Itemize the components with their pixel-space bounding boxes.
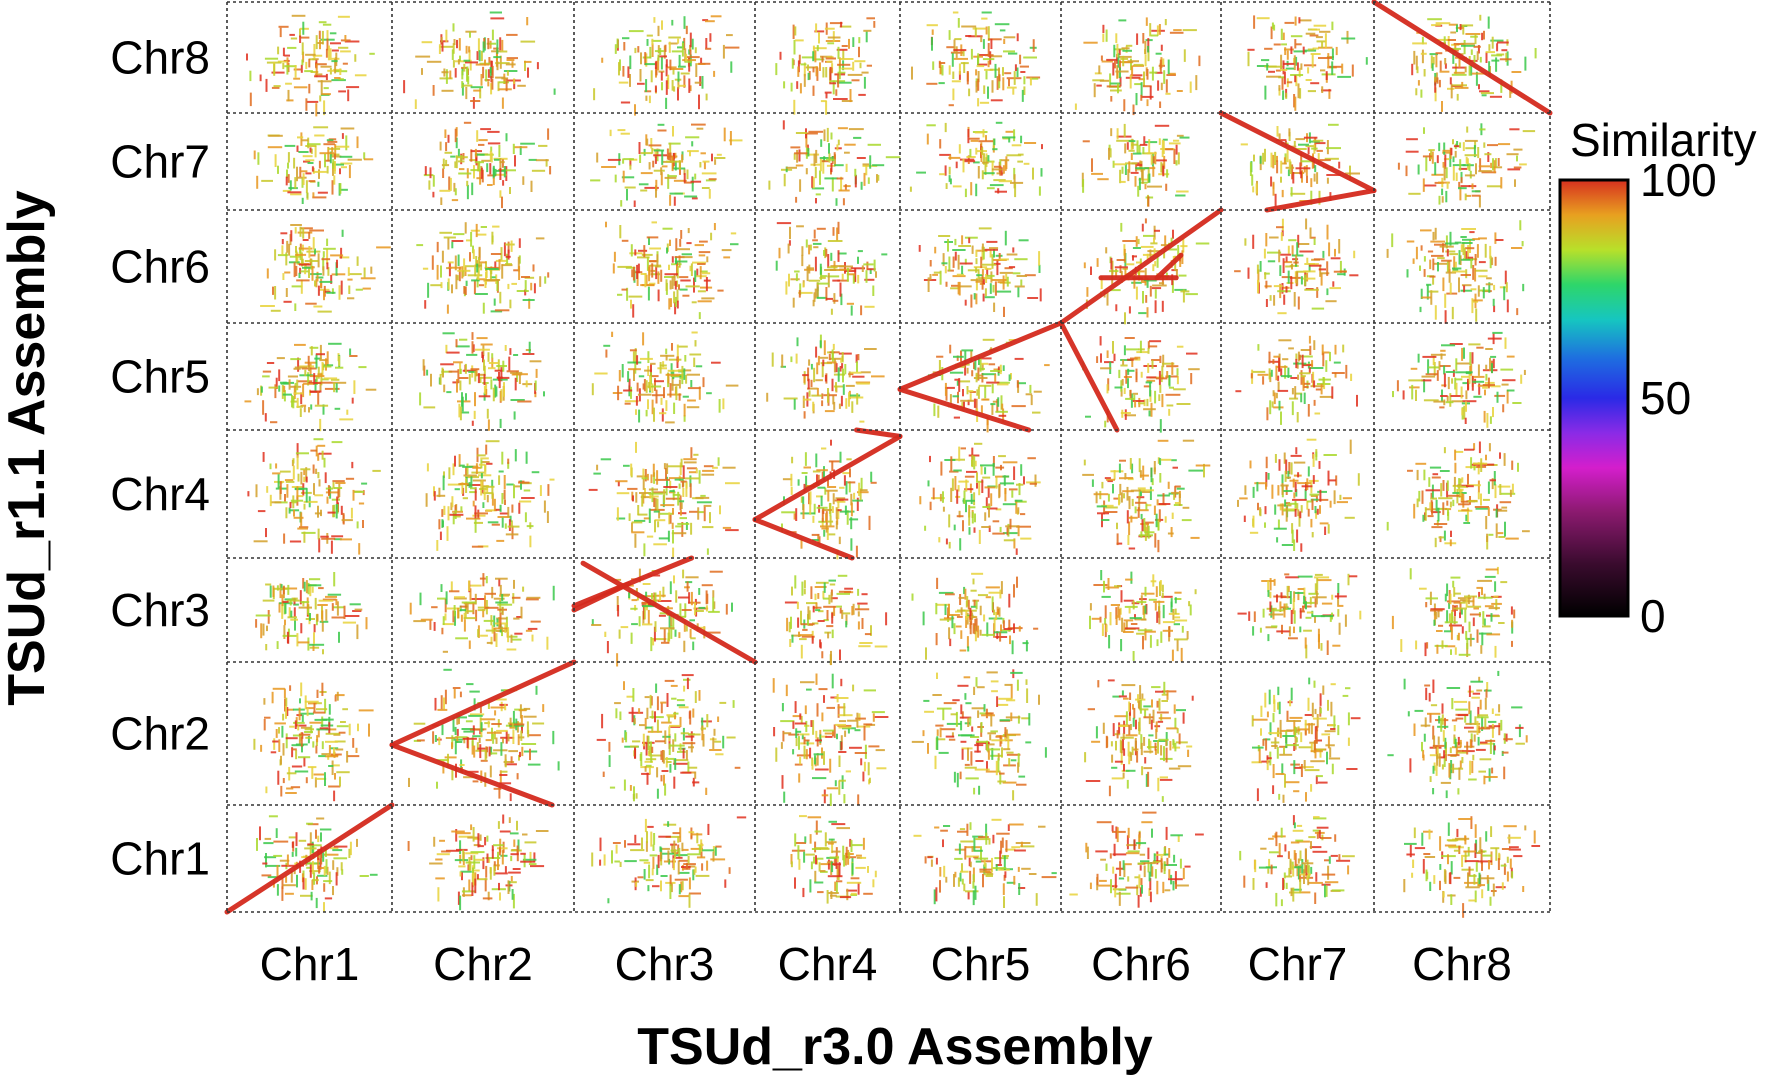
noise-cell-chr1-chr3 [255, 572, 368, 655]
noise-cell-chr3-chr2 [596, 674, 741, 802]
noise-cell-chr3-chr5 [591, 331, 739, 424]
noise-cell-chr5-chr8 [911, 11, 1041, 107]
noise-cell-chr6-chr2 [1084, 679, 1194, 802]
noise-cell-chr1-chr5 [244, 342, 377, 432]
noise-cell-chr2-chr2 [408, 668, 560, 802]
noise-cell-chr3-chr7 [590, 123, 743, 207]
noise-cell-chr4-chr5 [766, 334, 885, 423]
noise-cell-chr2-chr3 [409, 573, 555, 653]
noise-cell-chr1-chr8 [246, 14, 375, 117]
noise-cell-chr5-chr4 [919, 442, 1041, 555]
noise-cell-chr2-chr6 [416, 222, 550, 314]
noise-cell-chr6-chr1 [1069, 811, 1204, 908]
noise-cell-chr2-chr1 [407, 814, 549, 911]
noise-cell-chr1-chr4 [247, 438, 381, 555]
noise-cell-chr5-chr3 [911, 572, 1039, 660]
noise-cell-chr1-chr1 [256, 815, 378, 912]
noise-cell-chr3-chr4 [588, 441, 740, 558]
noise-cell-chr4-chr1 [790, 815, 877, 904]
noise-cell-chr1-chr2 [253, 682, 374, 802]
noise-cell-chr4-chr2 [772, 673, 889, 806]
background-noise-hits [244, 11, 1541, 918]
noise-cell-chr3-chr1 [591, 816, 747, 908]
noise-cell-chr3-chr3 [591, 568, 733, 667]
noise-cell-chr2-chr4 [425, 440, 555, 551]
noise-cell-chr4-chr7 [768, 120, 901, 206]
noise-cell-chr1-chr7 [253, 126, 374, 204]
noise-cell-chr2-chr5 [419, 332, 545, 431]
noise-cell-chr4-chr8 [775, 17, 876, 115]
noise-cell-chr2-chr7 [423, 121, 552, 209]
noise-cell-chr5-chr6 [918, 227, 1042, 317]
noise-cell-chr1-chr6 [260, 224, 391, 313]
noise-cell-chr3-chr6 [605, 221, 739, 320]
noise-cell-chr5-chr2 [911, 669, 1047, 801]
noise-cell-chr2-chr8 [403, 11, 556, 109]
noise-cell-chr5-chr1 [913, 818, 1057, 908]
noise-cell-chr4-chr6 [775, 221, 888, 316]
noise-cell-chr3-chr8 [593, 15, 740, 116]
noise-cell-chr5-chr7 [909, 121, 1043, 198]
noise-cell-chr4-chr3 [784, 574, 888, 666]
noise-cell-chr4-chr4 [781, 439, 877, 560]
